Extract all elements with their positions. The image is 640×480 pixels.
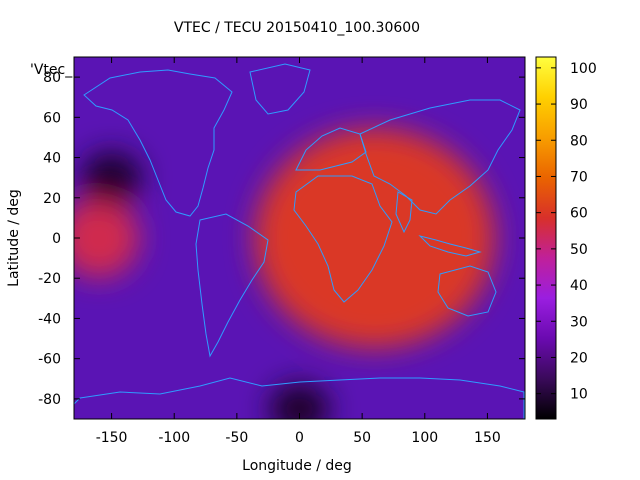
coast-indonesia	[418, 235, 482, 257]
y-tick-label: 60	[43, 110, 61, 126]
heat-feature-2	[254, 128, 495, 348]
colorbar-tick-label: 80	[570, 133, 588, 149]
y-tick-label: 80	[43, 70, 61, 86]
coast-africa	[293, 175, 393, 303]
colorbar: 10 20 30 40 50 60 70 80 90 100	[535, 56, 597, 420]
colorbar-tick-label: 90	[570, 97, 588, 113]
heat-feature-3	[74, 198, 140, 278]
colorbar-tick-label: 60	[570, 206, 588, 222]
coast-greenland	[249, 63, 311, 115]
y-tick-label: 40	[43, 151, 61, 167]
y-tick-label: -20	[38, 271, 61, 287]
heat-feature-4	[81, 151, 142, 204]
x-axis: -150 -100 -50 0 50 100 150	[96, 57, 501, 446]
coast-antarctica	[74, 377, 525, 419]
y-tick-label: -40	[38, 311, 61, 327]
heat-feature-5	[269, 382, 330, 419]
y-tick-label: 0	[52, 231, 61, 247]
colorbar-tick-label: 40	[570, 278, 588, 294]
x-tick-label: 100	[411, 430, 438, 446]
y-tick-label: -80	[38, 392, 61, 408]
x-axis-label: Longitude / deg	[242, 458, 352, 474]
colorbar-gradient	[535, 56, 557, 420]
colorbar-tick-label: 30	[570, 314, 588, 330]
coast-south-america	[195, 213, 269, 358]
coast-india	[395, 191, 413, 234]
x-tick-label: 0	[295, 430, 304, 446]
heatmap-field	[74, 128, 495, 419]
x-tick-label: -100	[158, 430, 190, 446]
x-tick-label: -50	[225, 430, 248, 446]
chart-title: VTEC / TECU 20150410_100.30600	[174, 20, 420, 36]
colorbar-ticks: 10 20 30 40 50 60 70 80 90 100	[536, 61, 597, 403]
x-tick-label: 150	[474, 430, 501, 446]
y-axis-label: Latitude / deg	[6, 189, 22, 287]
x-tick-label: 50	[353, 430, 371, 446]
coast-north-america	[83, 69, 233, 217]
y-axis: -80 -60 -40 -20 0 20 40 60 80	[38, 70, 525, 408]
y-tick-label: 20	[43, 191, 61, 207]
colorbar-tick-label: 10	[570, 387, 588, 403]
coast-asia	[359, 99, 521, 215]
colorbar-tick-label: 20	[570, 350, 588, 366]
plot-area	[74, 57, 525, 419]
x-tick-label: -150	[96, 430, 128, 446]
coast-australia	[437, 265, 497, 317]
y-tick-label: -60	[38, 352, 61, 368]
colorbar-tick-label: 70	[570, 169, 588, 185]
colorbar-tick-label: 100	[570, 61, 597, 77]
coastlines	[74, 63, 525, 419]
legend-label: 'Vtec_	[30, 62, 73, 78]
colorbar-tick-label: 50	[570, 242, 588, 258]
